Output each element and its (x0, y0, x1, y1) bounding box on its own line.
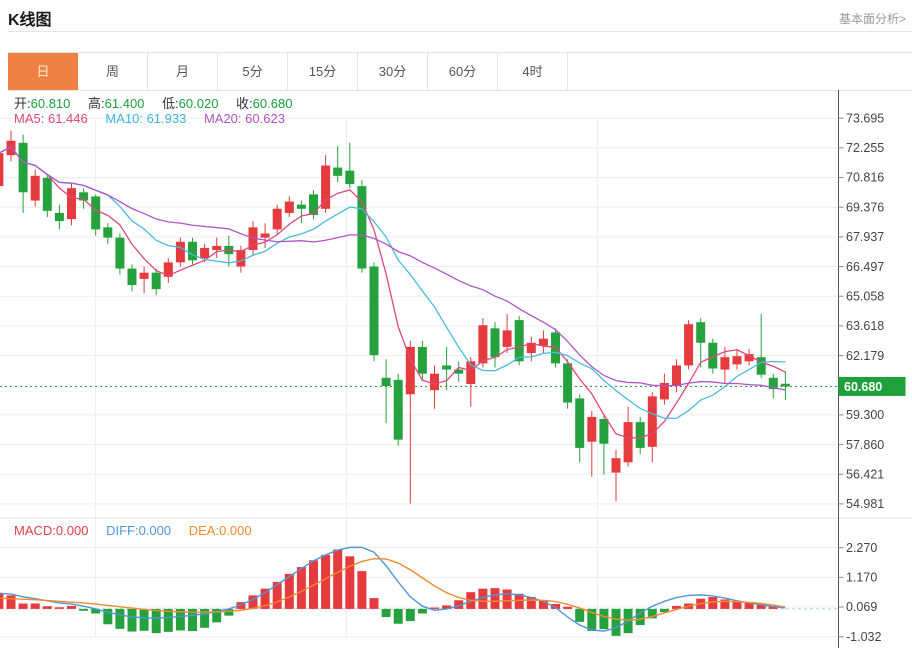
macd-label: MACD: (14, 523, 56, 538)
interval-tabbar: 日 周 月 5分 15分 30分 60分 4时 (8, 52, 912, 91)
svg-text:62.179: 62.179 (846, 349, 884, 363)
open-value: 60.810 (30, 96, 71, 111)
ma5-label: MA5: (14, 111, 45, 126)
svg-text:59.300: 59.300 (846, 408, 884, 422)
tab-60min[interactable]: 60分 (428, 53, 498, 90)
svg-text:60.680: 60.680 (844, 380, 882, 394)
tab-month[interactable]: 月 (148, 53, 218, 90)
svg-text:54.981: 54.981 (846, 497, 884, 511)
ohlc-readout: 开:60.810 高:61.400 低:60.020 收:60.680 (14, 93, 306, 112)
tab-5min[interactable]: 5分 (218, 53, 288, 90)
page-title: K线图 (8, 12, 52, 29)
svg-text:73.695: 73.695 (846, 111, 884, 125)
close-label: 收: (236, 96, 253, 111)
ma20-label: MA20: (203, 111, 242, 126)
ma20-value: 60.623 (245, 111, 285, 126)
svg-text:65.058: 65.058 (846, 289, 884, 303)
tab-15min[interactable]: 15分 (288, 53, 358, 90)
diff-value: 0.000 (138, 523, 172, 538)
tab-30min[interactable]: 30分 (358, 53, 428, 90)
ma10-label: MA10: (105, 111, 143, 126)
ma5-value: 61.446 (47, 111, 88, 126)
dea-label: DEA: (188, 523, 220, 538)
kline-chart: 73.695 72.255 70.816 69.376 67.937 66.497 65.0… (0, 90, 912, 648)
low-label: 低: (162, 96, 179, 111)
svg-text:63.618: 63.618 (846, 319, 884, 333)
svg-text:-1.032: -1.032 (846, 630, 881, 644)
svg-text:66.497: 66.497 (846, 260, 884, 274)
macd-value: 0.000 (55, 523, 89, 538)
macd-readout: MACD:0.000 DIFF:0.000 DEA:0.000 (14, 523, 266, 538)
low-value: 60.020 (178, 96, 219, 111)
ma10-value: 61.933 (146, 111, 187, 126)
diff-label: DIFF: (106, 523, 139, 538)
dea-value: 0.000 (219, 523, 252, 538)
svg-text:57.860: 57.860 (846, 438, 884, 452)
tab-week[interactable]: 周 (78, 53, 148, 90)
svg-text:2.270: 2.270 (846, 541, 877, 555)
fundamental-analysis-link[interactable]: 基本面分析> (838, 12, 906, 26)
ma-readout: MA5: 61.446 MA10: 61.933 MA20: 60.623 (14, 111, 299, 126)
svg-text:69.376: 69.376 (846, 200, 884, 214)
open-label: 开: (14, 96, 31, 111)
tab-day[interactable]: 日 (8, 53, 78, 90)
close-value: 60.680 (252, 96, 293, 111)
title-divider (8, 31, 912, 32)
svg-text:67.937: 67.937 (846, 230, 884, 244)
tab-4hour[interactable]: 4时 (498, 53, 568, 90)
svg-text:72.255: 72.255 (846, 141, 884, 155)
svg-text:1.170: 1.170 (846, 571, 877, 585)
svg-text:70.816: 70.816 (846, 171, 884, 185)
svg-text:0.069: 0.069 (846, 600, 877, 614)
svg-text:56.421: 56.421 (846, 467, 884, 481)
high-value: 61.400 (104, 96, 145, 111)
high-label: 高: (88, 96, 105, 111)
